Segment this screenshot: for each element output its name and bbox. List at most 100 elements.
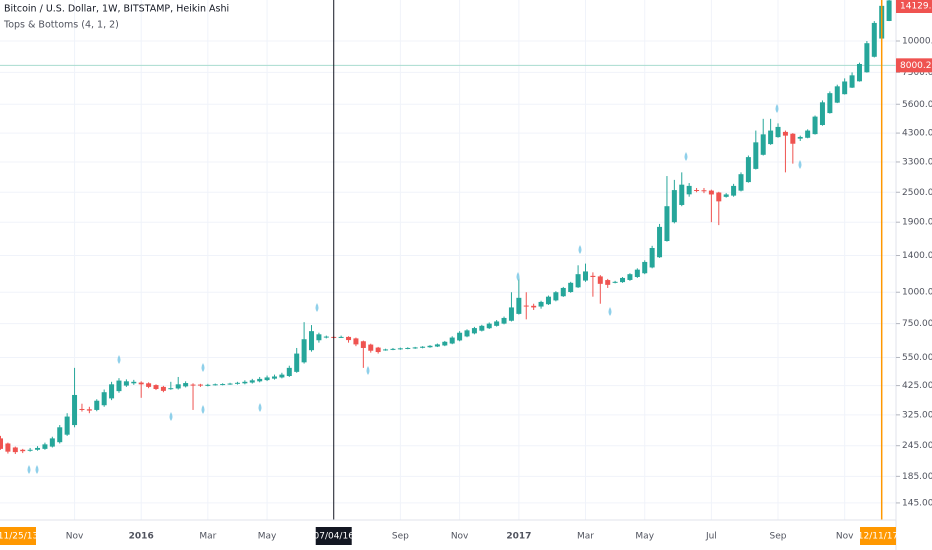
candle-body bbox=[49, 438, 55, 447]
candle-body bbox=[220, 384, 226, 386]
candle-body bbox=[694, 190, 700, 192]
candle-body bbox=[457, 332, 463, 341]
candle-body bbox=[168, 388, 174, 390]
candle-body bbox=[797, 136, 803, 139]
y-tick-label: 245.00 bbox=[902, 441, 932, 451]
signal-marker bbox=[315, 303, 319, 312]
price-label-box bbox=[896, 0, 932, 13]
candle-body bbox=[612, 281, 618, 283]
candle-body bbox=[397, 348, 403, 350]
candle-body bbox=[0, 438, 3, 449]
candle-body bbox=[553, 292, 559, 301]
signal-marker bbox=[775, 104, 779, 113]
date-box bbox=[860, 527, 896, 545]
y-tick-label: 2500.00 bbox=[902, 188, 932, 198]
x-tick-label: Nov bbox=[836, 532, 854, 542]
candle-body bbox=[627, 274, 633, 280]
candle-body bbox=[212, 384, 218, 386]
candle-body bbox=[686, 185, 692, 195]
candle-body bbox=[590, 275, 596, 277]
candle-body bbox=[183, 383, 189, 387]
candle-body bbox=[508, 307, 514, 321]
candle-body bbox=[205, 384, 211, 386]
x-tick-label: May bbox=[258, 532, 277, 542]
candle-body bbox=[383, 349, 389, 351]
candle-body bbox=[420, 346, 426, 348]
signal-marker bbox=[798, 160, 802, 169]
signal-marker bbox=[27, 465, 31, 474]
signal-marker bbox=[684, 152, 688, 161]
grid bbox=[0, 0, 896, 520]
candle-body bbox=[649, 247, 655, 268]
candle-body bbox=[35, 447, 41, 450]
candle-body bbox=[249, 380, 255, 383]
candle-body bbox=[768, 130, 774, 145]
candle-body bbox=[597, 276, 603, 284]
candle-body bbox=[86, 409, 92, 411]
candle-body bbox=[234, 382, 240, 384]
plot-area bbox=[0, 0, 896, 520]
candle-body bbox=[264, 377, 270, 381]
candle-body bbox=[442, 341, 448, 346]
indicator-legend: Tops & Bottoms (4, 1, 2) bbox=[3, 20, 119, 31]
candle-body bbox=[849, 75, 855, 88]
candle-body bbox=[42, 444, 48, 449]
x-tick-label: 2017 bbox=[506, 532, 531, 542]
chart-title: Bitcoin / U.S. Dollar, 1W, BITSTAMP, Hei… bbox=[4, 4, 229, 15]
candle-body bbox=[79, 408, 85, 410]
signal-marker bbox=[366, 366, 370, 375]
price-label: 8000.25 bbox=[900, 61, 932, 71]
date-label: 07/04/16 bbox=[314, 532, 355, 542]
candle-body bbox=[434, 344, 440, 347]
x-tick-label: Jul bbox=[705, 532, 717, 542]
candle-body bbox=[819, 102, 825, 126]
candle-body bbox=[427, 345, 433, 348]
candle-body bbox=[316, 334, 322, 341]
candle-body bbox=[531, 305, 537, 308]
candle-body bbox=[664, 206, 670, 242]
y-tick-label: 750.00 bbox=[902, 319, 932, 329]
candle-body bbox=[360, 341, 366, 348]
candle-body bbox=[834, 86, 840, 103]
candle-body bbox=[575, 274, 581, 288]
candle-body bbox=[94, 400, 100, 410]
candle-body bbox=[405, 347, 411, 349]
candle-body bbox=[286, 367, 292, 377]
signal-marker bbox=[258, 403, 262, 412]
candle-body bbox=[745, 157, 751, 183]
x-tick-label: Nov bbox=[451, 532, 469, 542]
candle-body bbox=[27, 449, 33, 451]
signal-marker bbox=[608, 307, 612, 316]
candle-body bbox=[131, 381, 137, 384]
x-tick-label: Mar bbox=[199, 532, 216, 542]
candle-body bbox=[227, 383, 233, 385]
candle-body bbox=[634, 269, 640, 277]
candle-body bbox=[516, 297, 522, 314]
candle-body bbox=[560, 287, 566, 297]
y-tick-label: 145.00 bbox=[902, 498, 932, 508]
candle-body bbox=[523, 305, 529, 307]
candle-body bbox=[257, 378, 263, 382]
price-label: 14129.60 bbox=[900, 2, 932, 12]
date-box bbox=[315, 527, 352, 545]
candle-body bbox=[827, 93, 833, 114]
x-tick-label: May bbox=[635, 532, 654, 542]
y-tick-label: 325.00 bbox=[902, 410, 932, 420]
candle-body bbox=[679, 184, 685, 205]
candle-body bbox=[64, 416, 70, 435]
date-label: 11/25/13 bbox=[0, 532, 38, 542]
candle-body bbox=[368, 344, 374, 351]
candle-body bbox=[338, 336, 344, 338]
candle-body bbox=[812, 116, 818, 135]
candle-body bbox=[753, 142, 759, 169]
candle-body bbox=[842, 81, 848, 95]
candle-body bbox=[190, 384, 196, 386]
candle-body bbox=[671, 190, 677, 223]
candle-body bbox=[242, 381, 248, 384]
signal-marker bbox=[35, 465, 39, 474]
x-tick-label: Mar bbox=[577, 532, 594, 542]
candle-body bbox=[738, 174, 744, 191]
candle-body bbox=[279, 374, 285, 378]
candle-body bbox=[782, 131, 788, 136]
